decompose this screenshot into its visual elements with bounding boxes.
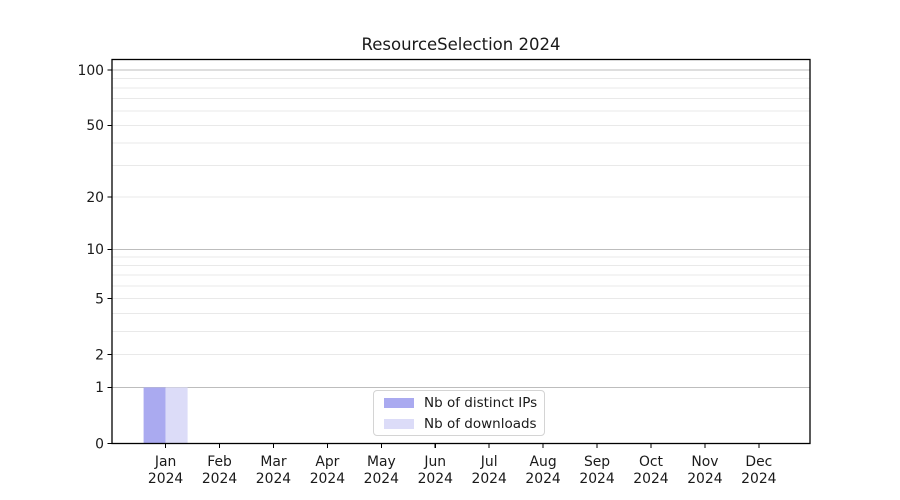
x-tick-label-month: Jun (423, 454, 446, 470)
x-tick-label-year: 2024 (633, 471, 669, 487)
y-tick-label: 2 (95, 347, 104, 363)
legend-swatch (384, 418, 414, 429)
x-tick-label-year: 2024 (741, 471, 777, 487)
y-tick-label: 20 (86, 190, 104, 206)
x-tick-label-year: 2024 (148, 471, 184, 487)
x-tick-label-month: Feb (207, 454, 232, 470)
bar-jan-series-1 (165, 387, 188, 444)
x-tick-label-month: Dec (745, 454, 772, 470)
chart-title: ResourceSelection 2024 (361, 35, 561, 54)
legend-swatch (384, 397, 414, 408)
x-tick-label-month: Mar (260, 454, 286, 470)
x-tick-label-month: Apr (315, 454, 339, 470)
x-tick-label-month: Jan (154, 454, 176, 470)
x-tick-label-year: 2024 (202, 471, 238, 487)
x-tick-label-month: Jul (480, 454, 498, 470)
y-tick-label: 5 (95, 291, 104, 307)
y-tick-label: 100 (77, 63, 104, 79)
y-tick-label: 0 (95, 436, 104, 452)
x-tick-label-year: 2024 (364, 471, 400, 487)
legend-label: Nb of distinct IPs (424, 394, 538, 411)
x-tick-label-year: 2024 (310, 471, 346, 487)
x-tick-label-year: 2024 (525, 471, 561, 487)
x-tick-label-year: 2024 (579, 471, 615, 487)
plot-border (111, 58, 811, 445)
legend-item-downloads: Nb of downloads (384, 415, 544, 433)
y-tick-label: 50 (86, 118, 104, 134)
y-tick-label: 10 (86, 242, 104, 258)
x-tick-label-month: May (367, 454, 396, 470)
legend: Nb of distinct IPs Nb of downloads (373, 390, 545, 436)
x-tick-label-month: Oct (639, 454, 664, 470)
x-tick-label-month: Aug (530, 454, 557, 470)
x-tick-label-month: Nov (691, 454, 718, 470)
x-tick-label-year: 2024 (418, 471, 454, 487)
y-tick-label: 1 (95, 380, 104, 396)
legend-label: Nb of downloads (424, 415, 537, 432)
legend-item-distinct-ips: Nb of distinct IPs (384, 394, 544, 412)
bar-jan-series-0 (143, 387, 166, 444)
x-tick-label-year: 2024 (687, 471, 723, 487)
x-tick-label-month: Sep (584, 454, 610, 470)
x-tick-label-year: 2024 (472, 471, 508, 487)
x-tick-label-year: 2024 (256, 471, 292, 487)
